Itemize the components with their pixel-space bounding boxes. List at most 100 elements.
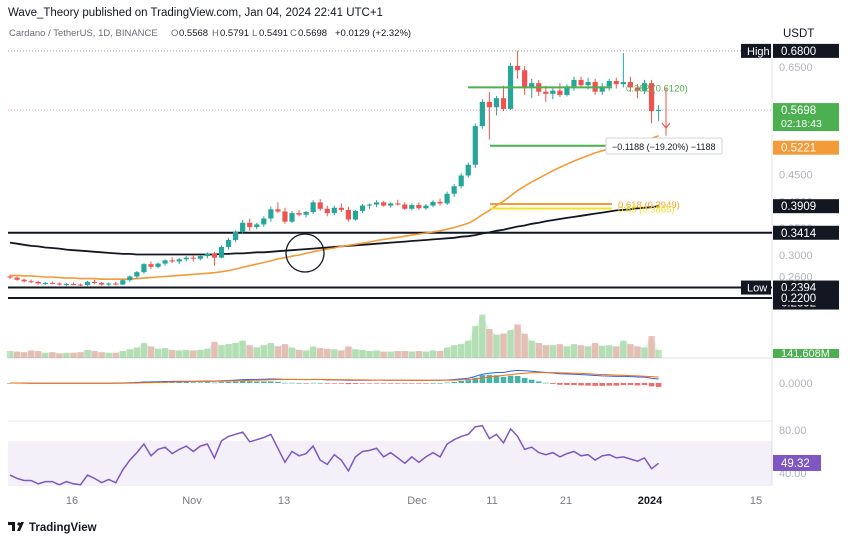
macd-histogram-bar [310, 382, 316, 384]
candle [92, 279, 98, 285]
low-label: L [252, 28, 257, 39]
volume-bar [486, 329, 493, 358]
candle [190, 255, 196, 262]
macd-histogram-bar [585, 383, 591, 386]
volume-bar [49, 352, 56, 358]
candle [656, 105, 662, 122]
macd-histogram-bar [416, 383, 422, 384]
volume-bar [556, 344, 564, 358]
candle-body [529, 83, 535, 88]
candle-body [585, 82, 591, 86]
price-tag-value: 0.5221 [781, 143, 816, 155]
candle [56, 282, 62, 286]
volume-bar [302, 350, 310, 358]
candle-body [134, 272, 140, 277]
price-tag-value: 0.2200 [781, 293, 816, 305]
candle [550, 87, 556, 100]
candle [296, 209, 302, 217]
candle-body [444, 193, 450, 204]
price-tag-key-bg [741, 280, 771, 295]
macd-histogram-bar [197, 382, 204, 383]
candle-body [486, 101, 492, 108]
volume-bar [331, 349, 338, 358]
candle [458, 173, 464, 189]
rsi-band [8, 440, 772, 484]
candle-body [261, 218, 267, 225]
candle-body [218, 246, 225, 258]
candle-body [120, 280, 126, 285]
volume-tag-bg [773, 349, 839, 358]
candle-body [303, 212, 309, 215]
time-axis[interactable]: 16 Nov 13 Dec 11 21 2024 15 [66, 495, 762, 507]
candle [620, 53, 626, 88]
volume-bar [98, 352, 105, 358]
candle-body [240, 222, 246, 232]
macd-histogram-bar [303, 383, 309, 384]
candle [148, 261, 154, 269]
macd-histogram-bar [366, 383, 373, 384]
price-tag-key-bg [741, 43, 771, 58]
candle [120, 279, 126, 286]
drawings: 0.382 (0.6120)0.382 (0.5033)0.618 (0.394… [285, 83, 723, 273]
candle [366, 203, 373, 209]
candle [310, 200, 316, 215]
volume-bar [613, 346, 620, 358]
candle [84, 280, 91, 287]
price-axis[interactable]: 0.65000.55000.45000.40000.35000.30000.26… [741, 43, 839, 480]
volume-bar [63, 352, 70, 358]
macd-histogram-bar [409, 383, 415, 384]
volume-tag-value: 141.608M [781, 348, 830, 360]
candle [21, 278, 27, 283]
candle [465, 162, 471, 178]
candle [197, 255, 203, 261]
candle [515, 50, 521, 79]
candle [381, 200, 387, 207]
candle-body [571, 79, 577, 87]
macd-histogram-bar [218, 382, 225, 383]
candle-body [92, 281, 98, 283]
volume-bar [528, 340, 535, 358]
candle [7, 275, 13, 280]
volume-bar [267, 342, 275, 358]
macd-histogram-bar [564, 383, 570, 385]
close-value: 0.5698 [298, 28, 327, 39]
candle [303, 210, 309, 218]
candle [451, 184, 457, 197]
candle-body [247, 222, 253, 228]
macd-pane [7, 369, 662, 387]
volume-bar [317, 348, 324, 358]
macd-histogram-bar [373, 383, 380, 384]
fib-label: 0.382 (0.6120) [626, 83, 688, 94]
volume-bar [274, 346, 282, 358]
candle [493, 96, 500, 116]
time-tick: 13 [278, 495, 290, 507]
time-tick: 16 [66, 495, 78, 507]
candle-body [374, 202, 380, 205]
volume-bar [281, 344, 289, 358]
volume-bar [218, 345, 225, 358]
macd-axis-tick: 0.0000 [779, 378, 813, 390]
price-tick: 0.6500 [779, 62, 813, 74]
macd-histogram-bar [331, 383, 338, 384]
macd-histogram-bar [465, 380, 472, 383]
candle-body [543, 91, 549, 94]
volume-bar [591, 342, 599, 358]
macd-histogram-bar [571, 383, 577, 385]
volume-bar [366, 351, 373, 358]
macd-histogram-bar [444, 382, 450, 384]
ema200-line [9, 205, 659, 256]
currency-label[interactable]: USDT [783, 28, 814, 40]
candle [99, 281, 105, 286]
time-tick: 11 [486, 495, 497, 507]
candle-body [197, 256, 203, 259]
volume-bar [514, 324, 521, 358]
candle-body [169, 260, 175, 262]
volume-bar [204, 348, 211, 358]
candle [233, 230, 239, 243]
macd-histogram-bar [296, 383, 302, 384]
macd-signal-line [10, 372, 659, 384]
volume-bar [373, 350, 380, 358]
candle-body [515, 65, 521, 71]
candle-body [21, 279, 27, 282]
